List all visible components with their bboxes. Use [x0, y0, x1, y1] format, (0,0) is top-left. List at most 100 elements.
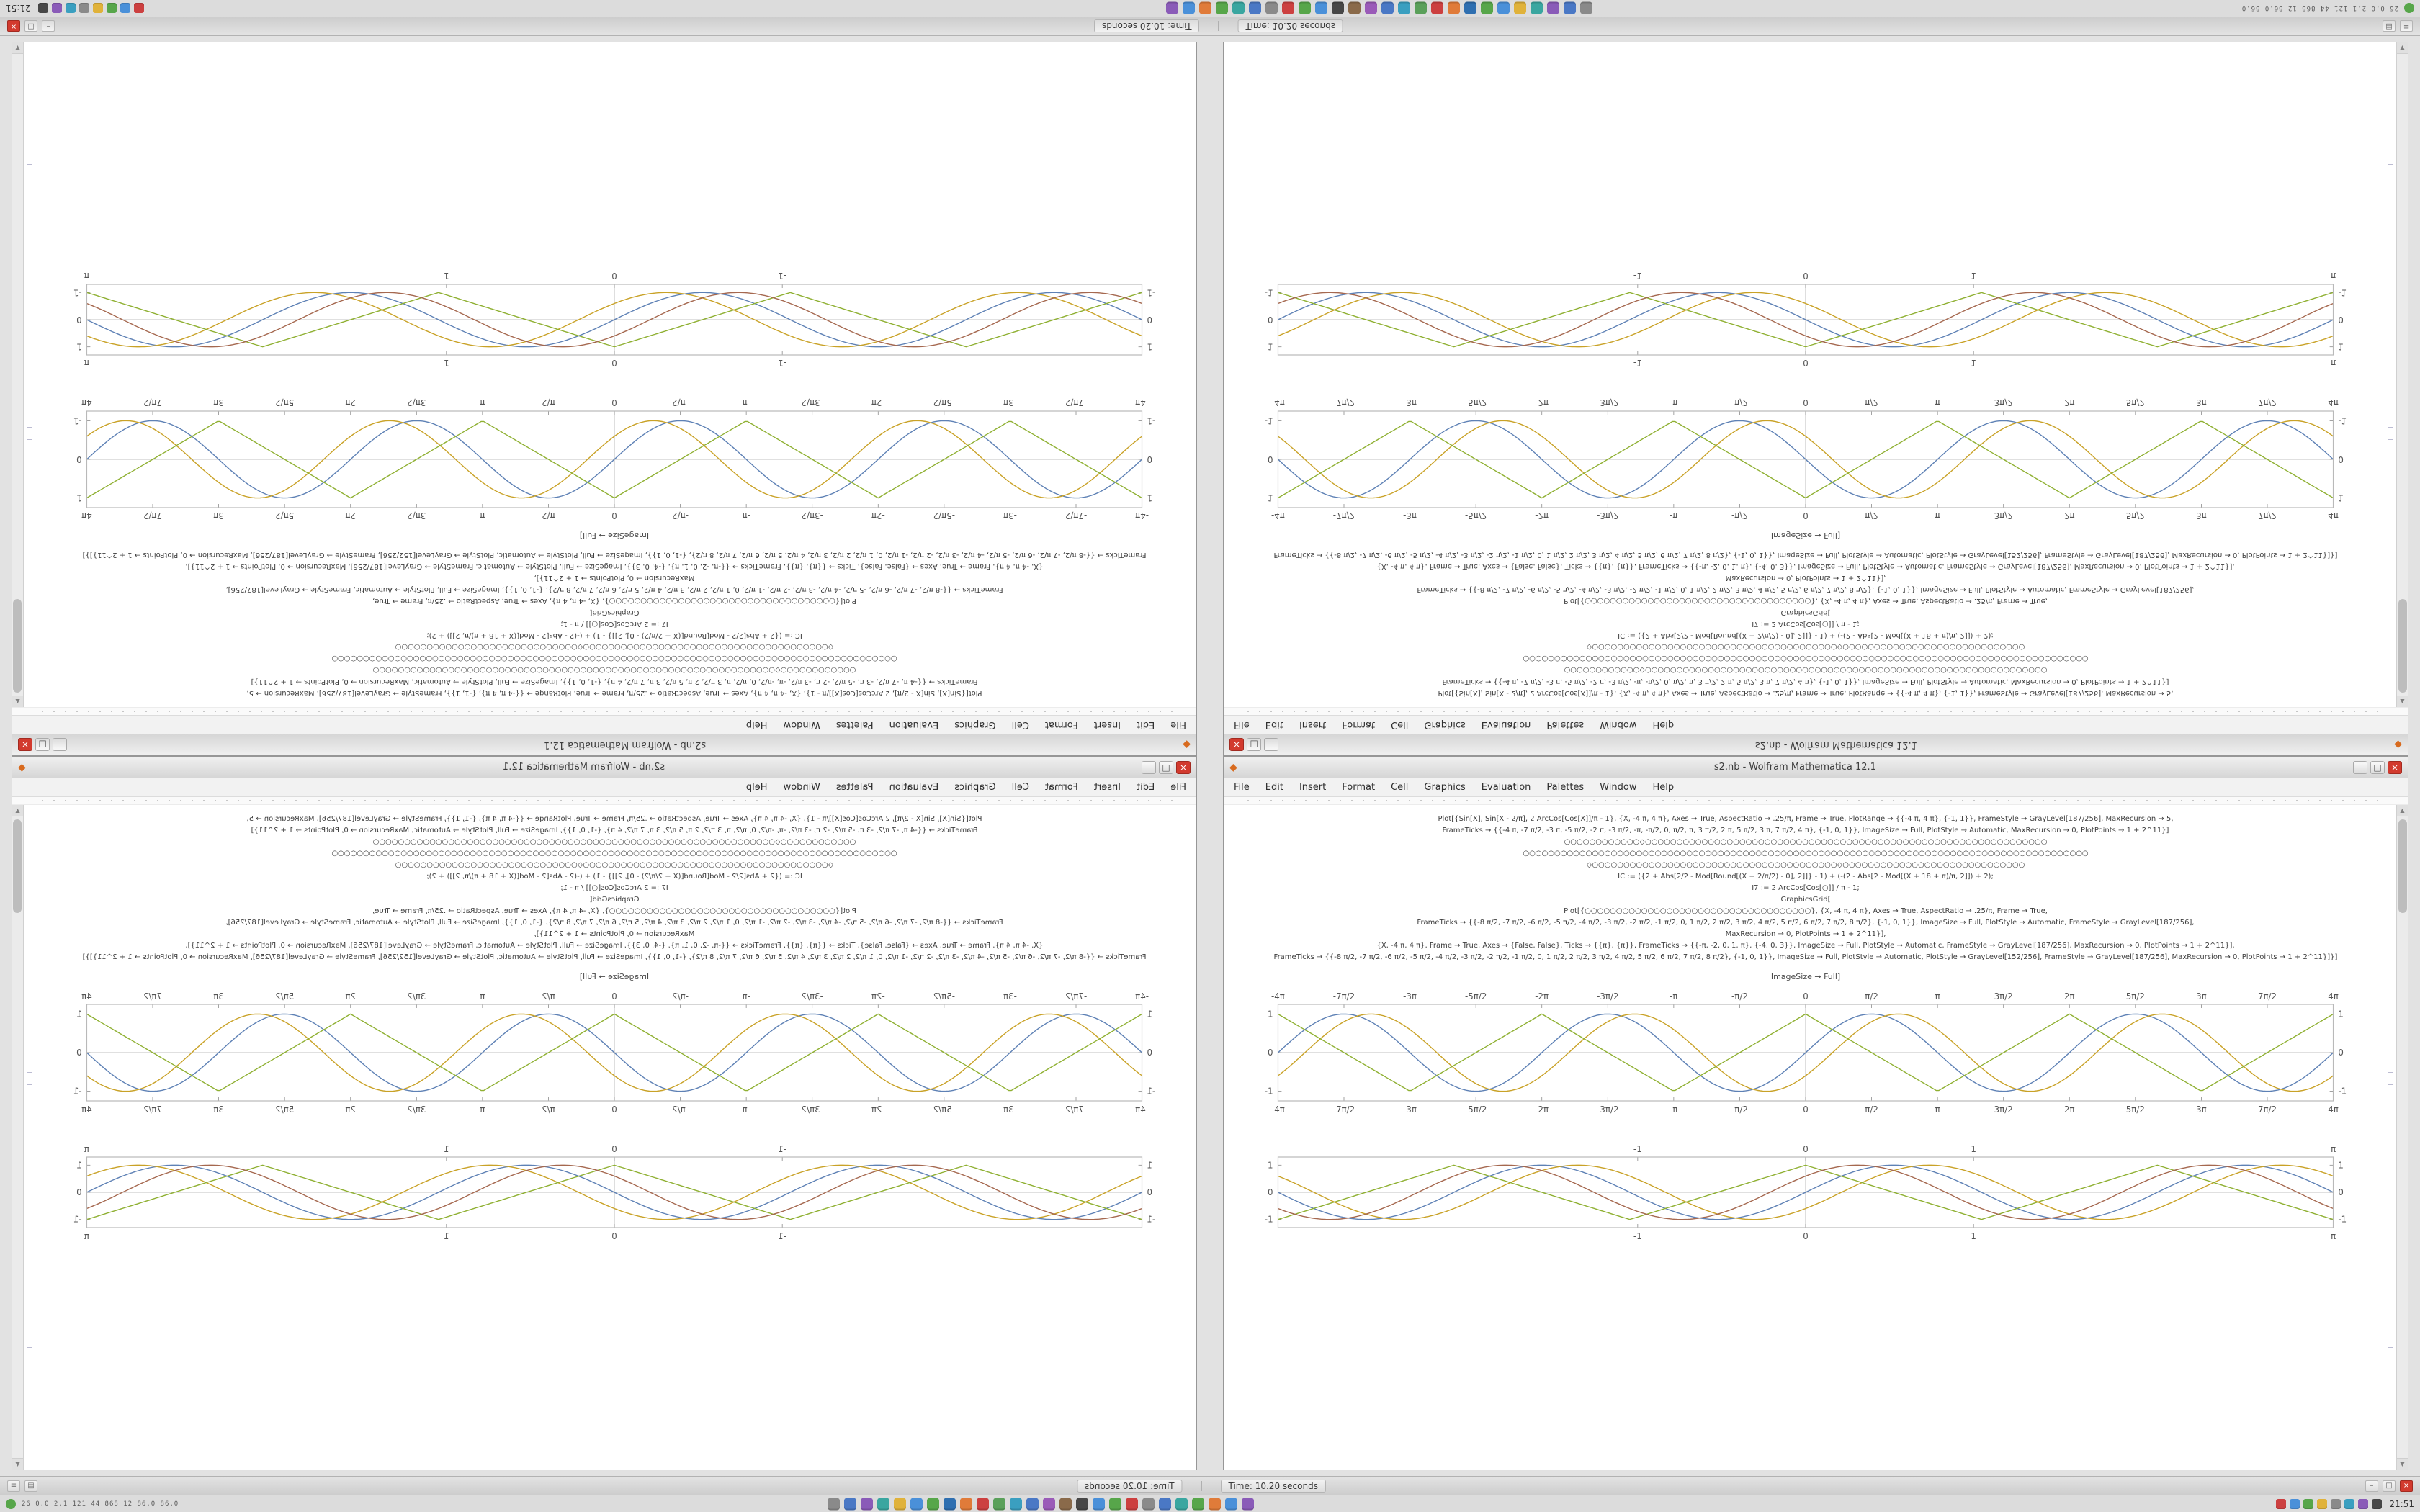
- taskbar-app-icon[interactable]: [959, 1498, 972, 1510]
- taskbar-app-icon[interactable]: [1299, 2, 1312, 14]
- menu-item[interactable]: Window: [783, 719, 820, 730]
- menu-item[interactable]: Help: [1652, 782, 1675, 793]
- code-line[interactable]: GraphicsGrid[: [589, 608, 640, 616]
- menu-button[interactable]: ≡: [7, 1480, 20, 1492]
- code-line[interactable]: ○○○○○○○○○○○○○○○○○○○○○○○○○○○○○○○○○○○○○○○○…: [331, 654, 897, 662]
- taskbar-app-icon[interactable]: [1481, 2, 1494, 14]
- taskbar-app-icon[interactable]: [1191, 1498, 1204, 1510]
- menu-item[interactable]: Window: [1600, 719, 1637, 730]
- menu-item[interactable]: Cell: [1391, 782, 1409, 793]
- tray-icon[interactable]: [106, 3, 117, 14]
- tray-icon[interactable]: [65, 3, 76, 14]
- taskbar-app-icon[interactable]: [1249, 2, 1262, 14]
- taskbar-app-icon[interactable]: [1381, 2, 1394, 14]
- taskbar-app-icon[interactable]: [1042, 1498, 1055, 1510]
- taskbar-app-icon[interactable]: [1531, 2, 1543, 14]
- taskbar-app-icon[interactable]: [943, 1498, 956, 1510]
- window-titlebar[interactable]: ◆ s2.nb - Wolfram Mathematica 12.1 – □ ×: [12, 734, 1196, 755]
- vertical-scrollbar[interactable]: ▲ ▼: [2396, 805, 2408, 1470]
- cell-bracket[interactable]: [2388, 814, 2393, 1073]
- code-line[interactable]: FrameTicks → {{-8 π/2, -7 π/2, -6 π/2, -…: [225, 585, 1003, 593]
- taskbar-app-icon[interactable]: [1332, 2, 1345, 14]
- cell-bracket[interactable]: [2388, 439, 2393, 698]
- menu-item[interactable]: Window: [783, 782, 820, 793]
- tray-icon[interactable]: [51, 3, 62, 14]
- taskbar-window-button[interactable]: Time: 10.20 seconds: [1094, 19, 1200, 33]
- vertical-scrollbar[interactable]: ▲ ▼: [12, 42, 24, 707]
- taskbar-app-icon[interactable]: [1547, 2, 1560, 14]
- menu-item[interactable]: Cell: [1391, 719, 1409, 730]
- code-line[interactable]: IC := ({2 + Abs[2/2 - Mod[Round[(X + 2/π…: [1618, 873, 1994, 881]
- code-line[interactable]: {X, -4 π, 4 π}, Frame → True, Axes → {Fa…: [1376, 562, 2235, 570]
- code-line[interactable]: I7 := 2 ArcCos[Cos[○]] / π - 1;: [1752, 620, 1860, 628]
- taskbar-window-button-mirrored[interactable]: Time: 10.20 seconds: [1077, 1479, 1183, 1493]
- minimize-button[interactable]: –: [1264, 738, 1279, 752]
- menu-item[interactable]: Edit: [1265, 719, 1283, 730]
- tray-icon[interactable]: [2331, 1498, 2341, 1509]
- code-line[interactable]: Plot[{○○○○○○○○○○○○○○○○○○○○○○○○○○○○○○○○○○…: [1564, 597, 2048, 605]
- taskbar-app-icon[interactable]: [843, 1498, 856, 1510]
- scroll-up-button[interactable]: ▲: [12, 805, 23, 816]
- menu-item[interactable]: File: [1170, 719, 1186, 730]
- menu-item[interactable]: Palettes: [1546, 782, 1585, 793]
- scroll-up-button[interactable]: ▲: [2397, 805, 2408, 816]
- taskbar-app-icon[interactable]: [910, 1498, 923, 1510]
- scrollbar-thumb[interactable]: [13, 599, 22, 693]
- code-cell[interactable]: Plot[{Sin[X], Sin[X - 2/π], 2 ArcCos[Cos…: [63, 549, 1166, 698]
- taskbar-app-icon[interactable]: [1315, 2, 1328, 14]
- code-line[interactable]: IC := ({2 + Abs[2/2 - Mod[Round[(X + 2/π…: [426, 873, 802, 881]
- cell-bracket[interactable]: [2388, 1084, 2393, 1225]
- code-line[interactable]: FrameTicks → {{-4 π, -7 π/2, -3 π, -5 π/…: [251, 678, 978, 685]
- tray-icon[interactable]: [92, 3, 103, 14]
- menu-item[interactable]: Edit: [1137, 782, 1155, 793]
- taskbar-app-icon[interactable]: [1108, 1498, 1121, 1510]
- taskbar-app-icon[interactable]: [827, 1498, 840, 1510]
- code-line[interactable]: ○○○○○○○○○○○○○○○○○○○○○○○○○○○○○○○○○○○○○○○○…: [1523, 654, 2089, 662]
- menu-item[interactable]: File: [1170, 782, 1186, 793]
- code-line[interactable]: ◇○○○○○○○○○○○○○○○○○○○○○○○○○○○○○○○○○○○○○○○…: [395, 861, 834, 869]
- taskbar-app-icon[interactable]: [893, 1498, 906, 1510]
- taskbar-app-icon[interactable]: [1564, 2, 1577, 14]
- taskbar-app-icon[interactable]: [1497, 2, 1510, 14]
- code-line[interactable]: ○○○○○○○○○○○○◇○○○○○○○○○○○○○○○○○○○○○○○○○○○…: [1564, 666, 2048, 674]
- code-line[interactable]: FrameTicks → {{-4 π, -7 π/2, -3 π, -5 π/…: [251, 827, 978, 834]
- code-line[interactable]: FrameTicks → {{-8 π/2, -7 π/2, -6 π/2, -…: [1273, 551, 2338, 559]
- scrollbar-thumb[interactable]: [13, 819, 22, 913]
- window-titlebar[interactable]: ◆ s2.nb - Wolfram Mathematica 12.1 – □ ×: [1224, 757, 2408, 778]
- code-cell[interactable]: Plot[{Sin[X], Sin[X - 2/π], 2 ArcCos[Cos…: [1254, 814, 2357, 963]
- launcher-icon[interactable]: [6, 1498, 16, 1509]
- menu-item[interactable]: Edit: [1137, 719, 1155, 730]
- code-line[interactable]: MaxRecursion → 0, PlotPoints → 1 + 2^11}…: [1725, 574, 1886, 582]
- close-button[interactable]: ×: [2387, 760, 2402, 774]
- code-line[interactable]: IC := ({2 + Abs[2/2 - Mod[Round[(X + 2/π…: [426, 631, 802, 639]
- launcher-icon[interactable]: [2404, 3, 2414, 14]
- tray-icon[interactable]: [2344, 1498, 2355, 1509]
- statusbar-maximize-button[interactable]: □: [2383, 1480, 2396, 1492]
- menu-item[interactable]: Help: [745, 782, 768, 793]
- code-line[interactable]: FrameTicks → {{-4 π, -7 π/2, -3 π, -5 π/…: [1442, 678, 2169, 685]
- cell-bracket[interactable]: [27, 164, 32, 276]
- waveform-plot-main[interactable]: -4π -4π -7π/2 -7π/2 -3π -3π -5π/2 -5π/2 -2π -2π -3…: [1254, 392, 2357, 526]
- code-line[interactable]: FrameTicks → {{-8 π/2, -7 π/2, -6 π/2, -…: [82, 953, 1147, 961]
- code-line[interactable]: I7 := 2 ArcCos[Cos[○]] / π - 1;: [560, 884, 668, 892]
- taskbar-app-icon[interactable]: [992, 1498, 1005, 1510]
- waveform-plot-main[interactable]: -4π -4π -7π/2 -7π/2 -3π -3π -5π/2 -5π/2 -2π -2π -3…: [63, 986, 1166, 1120]
- code-line[interactable]: ○○○○○○○○○○○○◇○○○○○○○○○○○○○○○○○○○○○○○○○○○…: [372, 666, 856, 674]
- code-line[interactable]: Plot[{Sin[X], Sin[X - 2/π], 2 ArcCos[Cos…: [246, 689, 982, 697]
- waveform-plot-main[interactable]: -4π -4π -7π/2 -7π/2 -3π -3π -5π/2 -5π/2 -2π -2π -3…: [1254, 986, 2357, 1120]
- taskbar-app-icon[interactable]: [976, 1498, 989, 1510]
- maximize-button[interactable]: □: [1158, 760, 1173, 774]
- minimize-button[interactable]: –: [1141, 760, 1156, 774]
- menu-item[interactable]: Palettes: [1546, 719, 1585, 730]
- taskbar-app-icon[interactable]: [1059, 1498, 1072, 1510]
- tray-icon[interactable]: [2276, 1498, 2287, 1509]
- taskbar-app-icon[interactable]: [1514, 2, 1527, 14]
- code-line[interactable]: Plot[{○○○○○○○○○○○○○○○○○○○○○○○○○○○○○○○○○○…: [372, 907, 856, 915]
- statusbar-minimize-button[interactable]: –: [2365, 1480, 2378, 1492]
- statusbar-close-button[interactable]: ×: [7, 20, 20, 32]
- maximize-button[interactable]: □: [2370, 760, 2385, 774]
- menu-item[interactable]: Evaluation: [1481, 782, 1531, 793]
- menu-item[interactable]: Cell: [1011, 782, 1029, 793]
- taskbar-app-icon[interactable]: [1183, 2, 1196, 14]
- scroll-down-button[interactable]: ▼: [2397, 42, 2408, 54]
